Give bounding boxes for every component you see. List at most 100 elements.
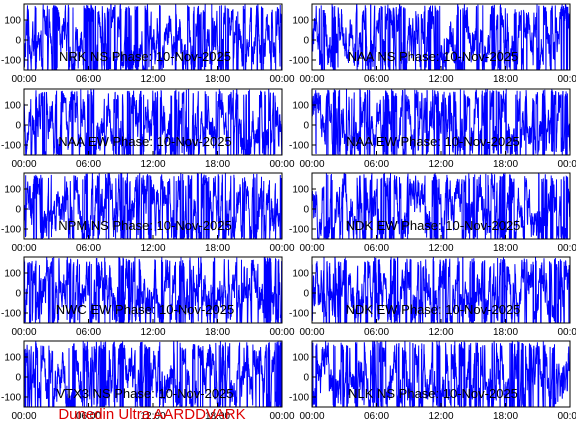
y-tick-label: 0 <box>15 205 21 216</box>
phase-trace <box>312 4 570 70</box>
y-tick-label: -100 <box>1 393 21 404</box>
credit-label: Dunedin Ultra AARDDVARK <box>58 406 245 423</box>
panel-title: NWC EW Phase: 10-Nov-2025 <box>56 302 234 317</box>
x-tick-label: 00:00 <box>299 327 324 338</box>
x-tick-label: 06:00 <box>76 74 101 85</box>
y-tick-label: 0 <box>303 36 309 47</box>
y-tick-label: 100 <box>4 353 21 364</box>
y-tick-label: 0 <box>15 373 21 384</box>
panels-group: 100 0 -100 00:00 06:00 12:00 18:00 00:00 NRK NS … <box>1 3 576 422</box>
y-tick-label: 0 <box>15 36 21 47</box>
x-tick-label: 00:00 <box>557 243 576 254</box>
y-tick-label: 100 <box>292 16 309 27</box>
phase-panel: 100 0 -100 00:00 06:00 12:00 18:00 00:00 NPM NS … <box>1 172 295 254</box>
x-tick-label: 12:00 <box>140 327 165 338</box>
y-tick-label: -100 <box>1 225 21 236</box>
x-tick-label: 00:00 <box>11 243 36 254</box>
x-tick-label: 00:00 <box>299 411 324 422</box>
x-tick-label: 00:00 <box>299 159 324 170</box>
panel-title: NLK NS Phase: 10-Nov-2025 <box>348 386 518 401</box>
phase-trace <box>24 4 282 70</box>
phase-panel: 100 0 -100 00:00 06:00 12:00 18:00 00:00 VTX3 NS… <box>1 340 295 422</box>
y-tick-label: 100 <box>292 269 309 280</box>
y-tick-label: -100 <box>1 56 21 67</box>
x-tick-label: 12:00 <box>140 74 165 85</box>
y-tick-label: 100 <box>292 101 309 112</box>
x-tick-label: 00:00 <box>269 327 294 338</box>
panel-title: NRK NS Phase: 10-Nov-2025 <box>59 49 231 64</box>
x-tick-label: 00:00 <box>269 159 294 170</box>
phase-trace <box>312 89 570 155</box>
phase-panel: 100 0 -100 00:00 06:00 12:00 18:00 00:00 NAA EW … <box>1 88 295 170</box>
x-tick-label: 00:00 <box>557 159 576 170</box>
y-tick-label: -100 <box>1 141 21 152</box>
x-tick-label: 18:00 <box>493 74 518 85</box>
x-tick-label: 18:00 <box>205 243 230 254</box>
y-tick-label: 0 <box>303 289 309 300</box>
x-tick-label: 00:00 <box>299 243 324 254</box>
x-tick-label: 06:00 <box>364 411 389 422</box>
y-tick-label: 100 <box>4 101 21 112</box>
panel-title: VTX3 NS Phase: 10-Nov-2025 <box>56 386 233 401</box>
x-tick-label: 12:00 <box>428 327 453 338</box>
y-tick-label: -100 <box>289 56 309 67</box>
phase-panel: 100 0 -100 00:00 06:00 12:00 18:00 00:00 NAA EW … <box>289 88 576 170</box>
phase-panel: 100 0 -100 00:00 06:00 12:00 18:00 00:00 NDK EW … <box>289 256 576 338</box>
phase-trace <box>24 341 282 407</box>
x-tick-label: 12:00 <box>428 159 453 170</box>
x-tick-label: 06:00 <box>364 243 389 254</box>
panel-title: NDK EW Phase: 10-Nov-2025 <box>346 218 521 233</box>
phase-trace <box>312 341 570 407</box>
y-tick-label: -100 <box>289 141 309 152</box>
y-tick-label: -100 <box>289 225 309 236</box>
panel-title: NPM NS Phase: 10-Nov-2025 <box>58 218 231 233</box>
x-tick-label: 00:00 <box>11 159 36 170</box>
x-tick-label: 18:00 <box>493 327 518 338</box>
y-tick-label: 100 <box>292 185 309 196</box>
y-tick-label: -100 <box>289 393 309 404</box>
x-tick-label: 12:00 <box>140 159 165 170</box>
x-tick-label: 12:00 <box>428 243 453 254</box>
phase-panel: 100 0 -100 00:00 06:00 12:00 18:00 00:00 NAA NS … <box>289 3 576 85</box>
x-tick-label: 06:00 <box>364 159 389 170</box>
x-tick-label: 12:00 <box>140 411 165 422</box>
x-tick-label: 00:00 <box>557 411 576 422</box>
y-tick-label: 0 <box>303 121 309 132</box>
x-tick-label: 18:00 <box>205 159 230 170</box>
x-tick-label: 06:00 <box>76 411 101 422</box>
y-tick-label: 100 <box>4 185 21 196</box>
x-tick-label: 18:00 <box>205 411 230 422</box>
panel-title: NAA EW Phase: 10-Nov-2025 <box>58 134 231 149</box>
y-tick-label: -100 <box>289 309 309 320</box>
phase-trace <box>24 89 282 155</box>
x-tick-label: 06:00 <box>76 327 101 338</box>
y-tick-label: -100 <box>1 309 21 320</box>
y-tick-label: 0 <box>303 205 309 216</box>
panel-title: NAA EW Phase: 10-Nov-2025 <box>346 134 519 149</box>
x-tick-label: 06:00 <box>364 327 389 338</box>
x-tick-label: 00:00 <box>299 74 324 85</box>
y-tick-label: 0 <box>303 373 309 384</box>
x-tick-label: 00:00 <box>269 74 294 85</box>
phase-trace <box>24 173 282 239</box>
x-tick-label: 06:00 <box>76 243 101 254</box>
x-tick-label: 18:00 <box>205 74 230 85</box>
x-tick-label: 00:00 <box>11 327 36 338</box>
panel-title: NDK EW Phase: 10-Nov-2025 <box>346 302 521 317</box>
phase-panel: 100 0 -100 00:00 06:00 12:00 18:00 00:00 NRK NS … <box>1 3 295 85</box>
x-tick-label: 00:00 <box>269 243 294 254</box>
y-tick-label: 0 <box>15 289 21 300</box>
x-tick-label: 06:00 <box>76 159 101 170</box>
phase-panel: 100 0 -100 00:00 06:00 12:00 18:00 00:00 NLK NS … <box>289 340 576 422</box>
x-tick-label: 00:00 <box>557 327 576 338</box>
phase-trace <box>24 257 282 323</box>
y-tick-label: 0 <box>15 121 21 132</box>
x-tick-label: 18:00 <box>205 327 230 338</box>
y-tick-label: 100 <box>4 16 21 27</box>
x-tick-label: 18:00 <box>493 159 518 170</box>
x-tick-label: 00:00 <box>269 411 294 422</box>
x-tick-label: 00:00 <box>11 74 36 85</box>
x-tick-label: 06:00 <box>364 74 389 85</box>
panel-title: NAA NS Phase: 10-Nov-2025 <box>348 49 519 64</box>
